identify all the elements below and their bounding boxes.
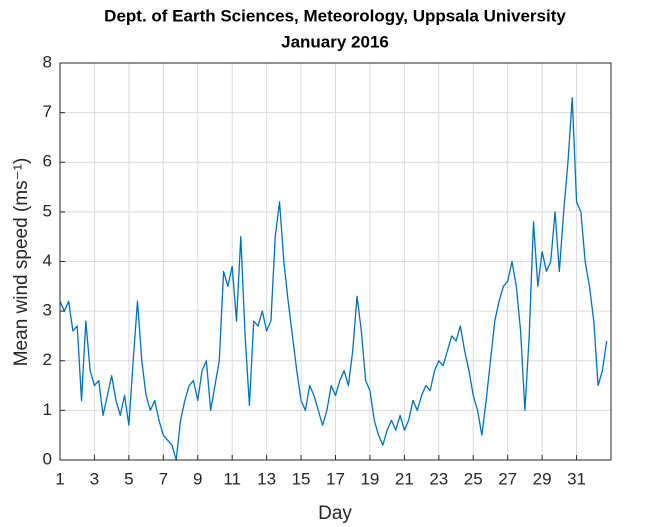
x-tick-label: 21 bbox=[395, 469, 414, 488]
x-tick-label: 7 bbox=[159, 469, 168, 488]
x-tick-label: 3 bbox=[90, 469, 99, 488]
y-tick-label: 6 bbox=[43, 152, 52, 171]
data-line bbox=[59, 97, 608, 461]
x-tick-label: 25 bbox=[464, 469, 483, 488]
y-tick-label: 3 bbox=[43, 301, 52, 320]
grid bbox=[59, 62, 611, 461]
x-tick-label: 11 bbox=[223, 469, 241, 488]
y-tick-label: 4 bbox=[43, 251, 52, 270]
y-tick-label: 7 bbox=[43, 102, 52, 121]
y-tick-label: 5 bbox=[43, 201, 52, 220]
x-tick-label: 15 bbox=[292, 469, 311, 488]
x-tick-label: 23 bbox=[429, 469, 448, 488]
x-tick-label: 29 bbox=[533, 469, 552, 488]
chart-title: Dept. of Earth Sciences, Meteorology, Up… bbox=[104, 6, 566, 25]
x-axis-label: Day bbox=[318, 503, 352, 524]
x-tick-label: 31 bbox=[567, 469, 586, 488]
y-tick-label: 1 bbox=[43, 400, 52, 419]
y-axis-label: Mean wind speed (ms⁻¹) bbox=[11, 158, 32, 367]
x-tick-label: 27 bbox=[498, 469, 517, 488]
y-tick-label: 0 bbox=[43, 449, 52, 468]
y-tick-label: 8 bbox=[43, 52, 52, 71]
x-tick-label: 17 bbox=[326, 469, 345, 488]
x-tick-label: 1 bbox=[55, 469, 64, 488]
chart-subtitle: January 2016 bbox=[281, 32, 389, 51]
y-tick-label: 2 bbox=[43, 350, 52, 369]
plot-area bbox=[59, 97, 608, 461]
x-tick-label: 9 bbox=[193, 469, 202, 488]
x-tick-label: 5 bbox=[124, 469, 133, 488]
x-tick-label: 13 bbox=[257, 469, 276, 488]
x-tick-label: 19 bbox=[360, 469, 379, 488]
